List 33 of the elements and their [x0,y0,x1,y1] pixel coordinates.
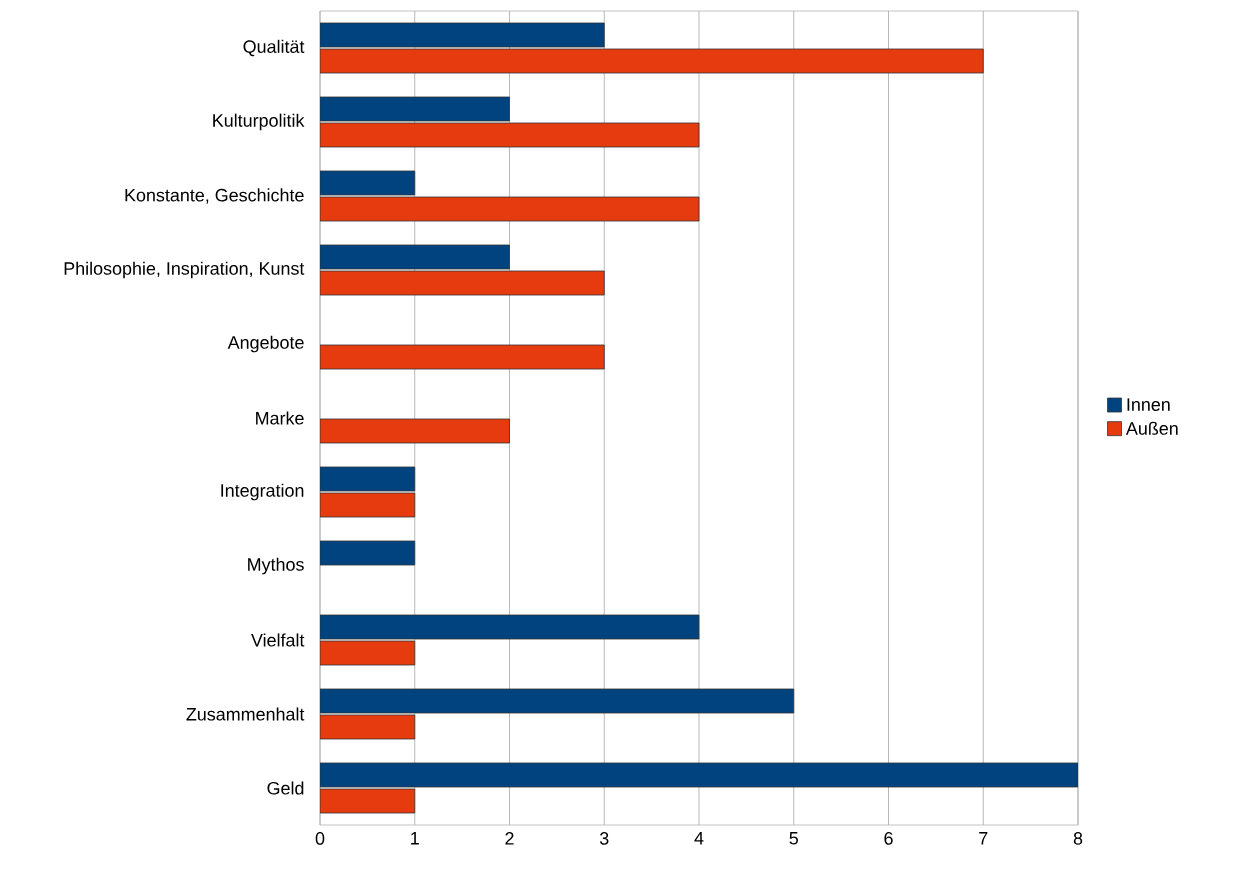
x-tick-label: 3 [599,832,609,845]
bar [320,270,605,296]
legend-label: Außen [1125,421,1178,435]
bar [320,122,700,148]
bar [320,418,510,444]
x-tick-label: 8 [1073,832,1083,845]
y-tick-label: Qualität [243,39,305,57]
x-tick-label: 0 [315,832,325,845]
y-tick-label: Vielfalt [251,633,305,647]
bar [320,492,416,518]
y-tick-label: Integration [221,483,304,501]
y-tick-label: Marke [256,411,304,425]
x-tick-label: 7 [979,832,988,845]
x-tick-label: 6 [884,832,893,845]
y-tick-label: Angebote [227,335,304,353]
legend-label: Innen [1127,398,1170,411]
x-tick-label: 4 [694,832,704,845]
y-tick-label: Mythos [248,557,304,575]
y-tick-label: Philosophie, Inspiration, Kunst [64,261,305,279]
y-tick-label: Zusammenhalt [186,707,305,721]
bar [320,788,416,814]
y-tick-label: Kulturpolitik [213,113,305,131]
bar [320,344,605,370]
x-tick-label: 5 [789,832,798,845]
x-tick-label: 2 [505,832,514,845]
x-tick-label: 1 [411,832,419,845]
bar [320,196,700,222]
bar [320,48,984,74]
bar [320,640,416,666]
y-tick-label: Geld [267,781,304,795]
bar [320,540,416,566]
bar [320,714,416,740]
y-tick-label: Konstante, Geschichte [125,188,304,204]
